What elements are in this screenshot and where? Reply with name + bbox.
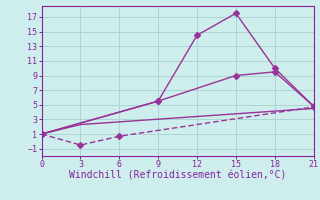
X-axis label: Windchill (Refroidissement éolien,°C): Windchill (Refroidissement éolien,°C) <box>69 171 286 181</box>
